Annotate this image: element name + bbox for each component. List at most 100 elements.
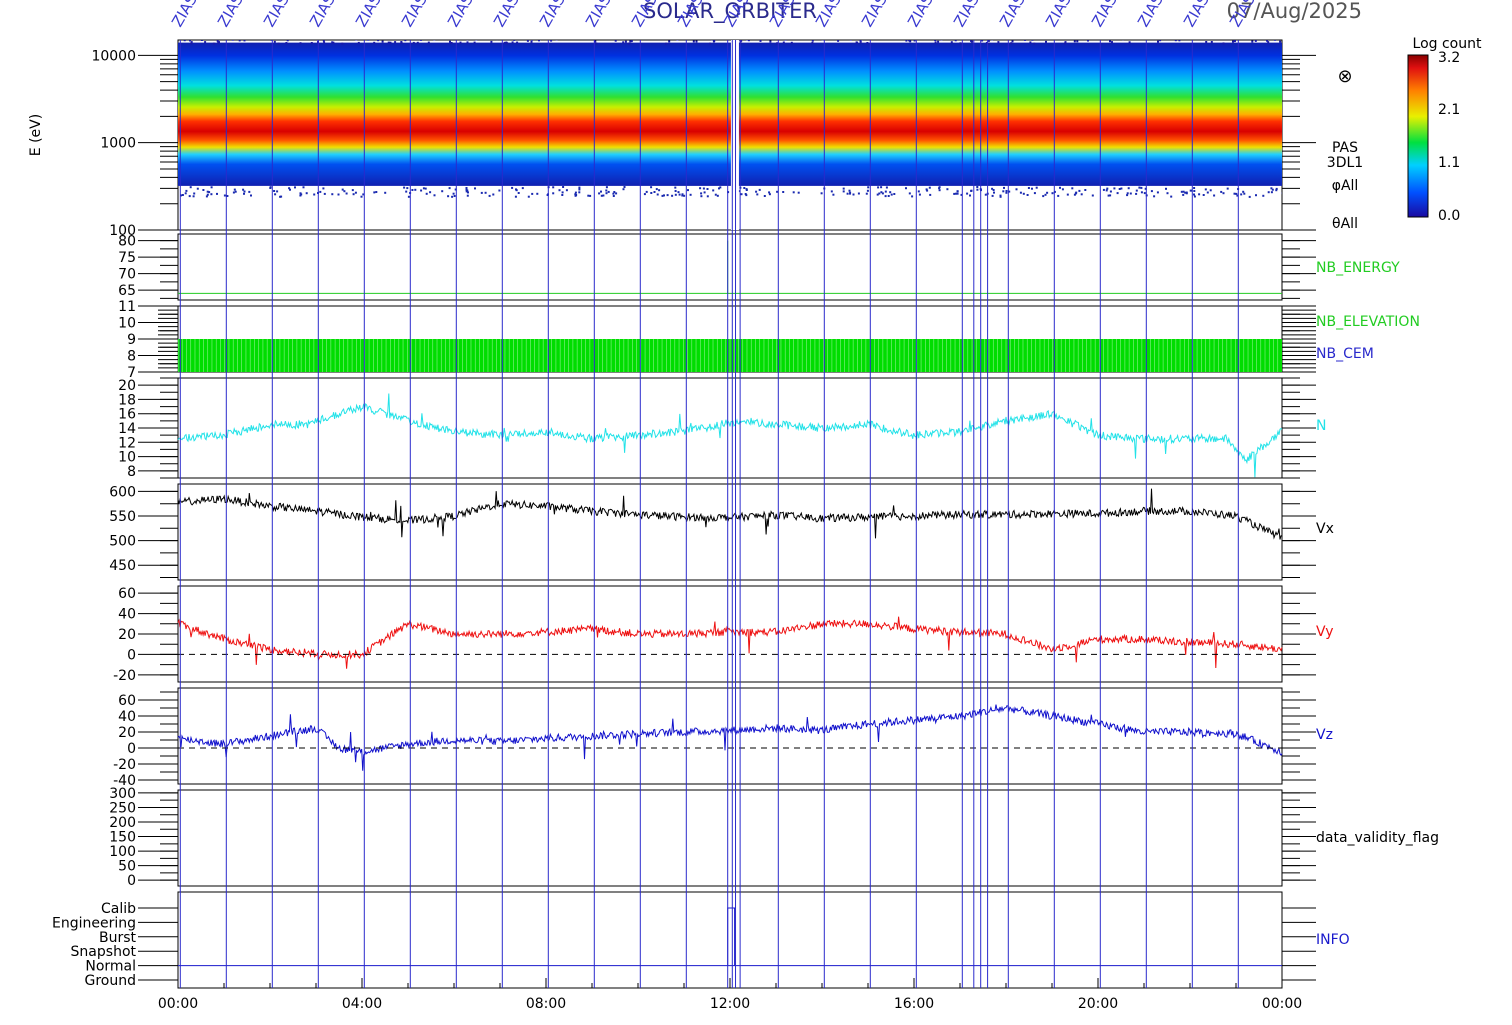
spectrogram-speckle (624, 40, 627, 43)
spectrogram-speckle (206, 190, 209, 193)
spectrogram-speckle (866, 42, 869, 44)
spectrogram-speckle (1103, 36, 1105, 38)
spectrogram-speckle (886, 34, 888, 36)
panel-frame (177, 233, 1283, 301)
spectrogram-speckle (190, 41, 193, 44)
spectrogram-speckle (955, 192, 957, 195)
y-tick-label: 300 (109, 786, 136, 802)
spectrogram-speckle (929, 193, 932, 196)
spectrogram-speckle (732, 37, 734, 39)
spectrogram-speckle (1124, 34, 1126, 36)
spectrogram-speckle (578, 191, 581, 194)
spectrogram-speckle (754, 36, 756, 38)
spectrogram-speckle (1121, 33, 1123, 35)
spectrogram-speckle (848, 38, 850, 40)
spectrogram-speckle (1012, 35, 1014, 37)
spectrogram-speckle (187, 36, 189, 38)
spectrogram-speckle (273, 40, 276, 43)
spectrogram-speckle (623, 186, 626, 188)
spectrogram-speckle (999, 194, 1002, 197)
panel-label: NB_ELEVATION (1316, 314, 1420, 330)
spectrogram-speckle (992, 189, 995, 191)
spectrogram-speckle (759, 40, 762, 42)
event-label: ZIAS (904, 0, 937, 30)
spectrogram-speckle (1270, 187, 1273, 190)
spectrogram-speckle (1116, 192, 1119, 195)
spectrogram-speckle (1184, 191, 1187, 194)
panel-label: N (1316, 418, 1326, 434)
event-label: ZIAS (950, 0, 983, 30)
spectrogram-speckle (962, 37, 964, 39)
spectrogram-speckle (561, 194, 564, 196)
spectrogram-speckle (181, 194, 184, 196)
spectrogram-speckle (681, 193, 684, 196)
spectrogram-speckle (1126, 192, 1129, 195)
spectrogram-speckle (997, 33, 999, 35)
spectrogram-speckle (258, 33, 260, 35)
spectrogram-speckle (966, 192, 969, 195)
y-tick-label: 8 (127, 349, 136, 365)
spectrogram-speckle (684, 34, 686, 36)
spectrogram-speckle (474, 187, 476, 190)
panel-label: Vx (1316, 521, 1334, 537)
spectrogram-speckle (341, 42, 344, 45)
spectrogram-speckle (332, 36, 334, 38)
spectrogram-speckle (692, 38, 694, 40)
spectrogram-speckle (238, 40, 241, 42)
spectrogram-speckle (1275, 189, 1278, 192)
spectrogram-speckle (1144, 37, 1146, 39)
spectrogram-speckle (905, 40, 908, 42)
spectrogram-speckle (1073, 193, 1076, 196)
spectrogram-speckle (797, 191, 800, 194)
y-tick-label: 100 (109, 844, 136, 860)
spectrogram-speckle (1153, 195, 1156, 198)
spectrogram-speckle (453, 195, 456, 197)
spectrogram-speckle (743, 187, 746, 189)
spectrogram-speckle (544, 35, 546, 37)
spectrogram-speckle (687, 189, 689, 192)
spectrogram-speckle (776, 42, 779, 45)
spectrogram-speckle (795, 34, 797, 36)
spectrogram-speckle (698, 34, 700, 36)
spectrogram-speckle (655, 188, 658, 191)
spectrogram-speckle (926, 189, 929, 192)
spectrogram-speckle (1247, 35, 1249, 37)
time-tick-label: 08:00 (526, 996, 566, 1012)
spectrogram-speckle (848, 189, 851, 192)
spectrogram-speckle (917, 190, 920, 193)
spectrogram-speckle (565, 189, 568, 192)
spectrogram-speckle (613, 191, 616, 193)
event-label: ZIAS (1042, 0, 1075, 30)
spectrogram-speckle (305, 192, 308, 195)
spectrogram-speckle (837, 40, 840, 42)
panel-label: data_validity_flag (1316, 830, 1439, 846)
spectrogram-speckle (1005, 191, 1008, 194)
spectrogram-speckle (1150, 34, 1152, 36)
spectrogram-speckle (1281, 38, 1283, 40)
spectrogram-speckle (745, 40, 748, 41)
spectrogram-speckle (1111, 41, 1113, 44)
spectrogram-speckle (911, 195, 914, 198)
spectrogram-speckle (1143, 192, 1146, 195)
event-label: ZIAS (812, 0, 845, 30)
spectrogram-speckle (271, 35, 273, 37)
spectrogram-speckle (1189, 189, 1192, 192)
spectrogram-speckle (319, 190, 322, 193)
spectrogram-speckle (490, 40, 493, 43)
spectrogram-speckle (1071, 187, 1074, 190)
spectrogram-speckle (666, 194, 669, 197)
spectrogram-speckle (857, 192, 860, 195)
spectrogram-speckle (923, 37, 925, 39)
spectrogram-speckle (530, 40, 533, 41)
spectrogram-speckle (362, 193, 365, 196)
spectrogram-speckle (1140, 191, 1143, 194)
spectrogram-speckle (1209, 34, 1211, 36)
spectrogram-speckle (893, 193, 896, 195)
spectrogram-speckle (190, 42, 193, 45)
spectrogram-speckle (555, 33, 557, 35)
spectrogram-speckle (908, 192, 911, 195)
spectrogram-speckle (245, 35, 247, 37)
spectrogram-speckle (450, 42, 453, 44)
spectrogram-speckle (1213, 194, 1216, 197)
y-tick-label: 450 (109, 558, 136, 574)
